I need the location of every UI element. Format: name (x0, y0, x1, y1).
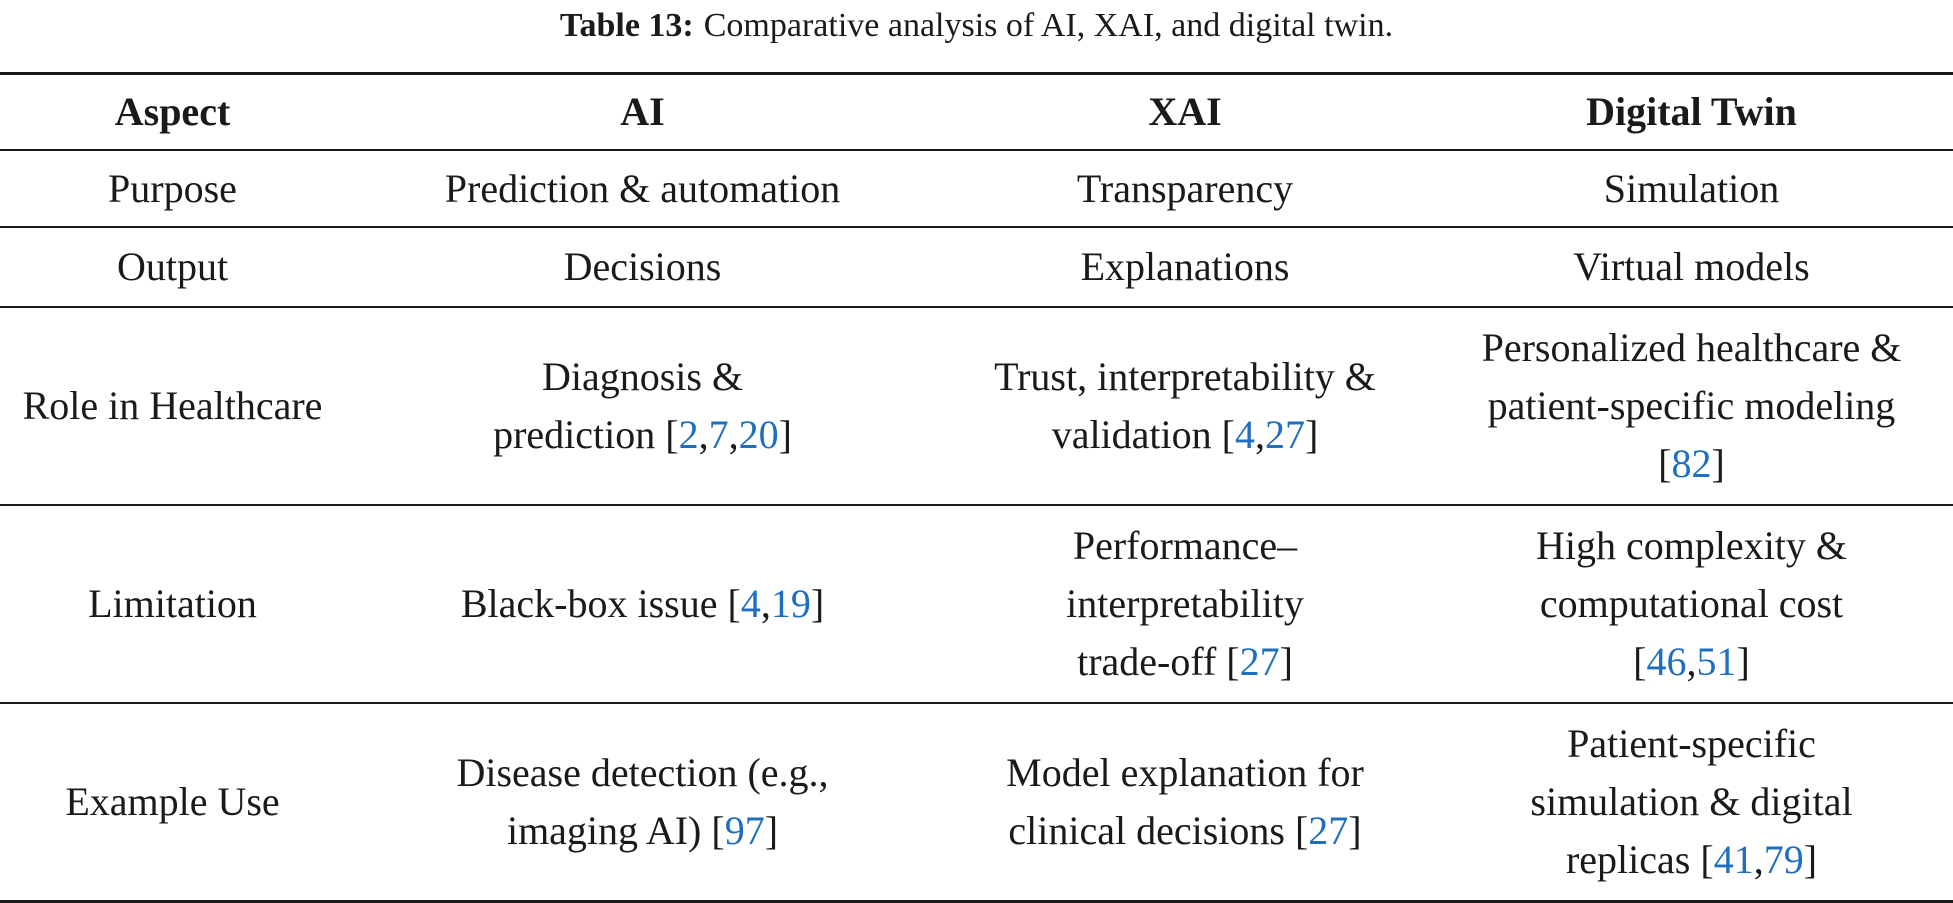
citation-link[interactable]: 27 (1239, 639, 1280, 684)
cell-digital-twin: Personalized healthcare & patient-specif… (1430, 307, 1953, 506)
cell-xai: Performance–interpretability trade-off [… (940, 505, 1430, 704)
table-caption: Table 13: Comparative analysis of AI, XA… (0, 0, 1953, 52)
cell-aspect: Role in Healthcare (0, 307, 345, 506)
header-xai: XAI (940, 73, 1430, 151)
cell-text: Trust, interpretability & validation (994, 354, 1376, 457)
cell-ai: Disease detection (e.g., imaging AI) [97… (345, 703, 940, 903)
citation-link[interactable]: 19 (770, 581, 811, 626)
cell-ai: Prediction & automation (345, 150, 940, 228)
table-row: Role in Healthcare Diagnosis & predictio… (0, 307, 1953, 506)
cell-ai: Black-box issue [4,19] (345, 505, 940, 704)
citation-link[interactable]: 27 (1308, 808, 1349, 853)
cell-text: Purpose (108, 165, 237, 211)
cell-aspect: Limitation (0, 505, 345, 704)
citation-link[interactable]: 4 (1234, 412, 1255, 457)
table-row: Limitation Black-box issue [4,19] Perfor… (0, 505, 1953, 704)
citation-link[interactable]: 27 (1264, 412, 1305, 457)
cell-digital-twin: Simulation (1430, 150, 1953, 228)
cell-text: Transparency (1076, 165, 1294, 211)
cell-xai: Explanations (940, 227, 1430, 308)
citation-link[interactable]: 41 (1713, 837, 1754, 882)
cell-xai: Transparency (940, 150, 1430, 228)
comparison-table: Aspect AI XAI Digital Twin Purpose Predi… (0, 72, 1953, 903)
cell-text: Limitation (88, 581, 257, 626)
cell-text: Performance–interpretability trade-off (1066, 523, 1304, 684)
cell-ai: Diagnosis & prediction [2,7,20] (345, 307, 940, 506)
header-ai: AI (345, 73, 940, 151)
header-digital-twin: Digital Twin (1430, 73, 1953, 151)
cell-text: Disease detection (e.g., imaging AI) (456, 750, 829, 853)
table-caption-text: Comparative analysis of AI, XAI, and dig… (703, 7, 1394, 44)
citation-link[interactable]: 51 (1696, 639, 1737, 684)
citation-link[interactable]: 4 (740, 581, 761, 626)
cell-text: Decisions (563, 244, 722, 289)
citation-link[interactable]: 82 (1671, 441, 1712, 486)
cell-text: Personalized healthcare & patient-specif… (1481, 325, 1902, 428)
cell-text: Output (116, 244, 229, 289)
cell-text: Diagnosis & prediction (493, 354, 744, 457)
cell-digital-twin: Virtual models (1430, 227, 1953, 308)
citation-link[interactable]: 79 (1763, 837, 1804, 882)
header-aspect: Aspect (0, 73, 345, 151)
cell-text: Black-box issue (460, 581, 718, 626)
cell-text: Virtual models (1573, 244, 1810, 289)
table-row: Example Use Disease detection (e.g., ima… (0, 703, 1953, 903)
cell-text: Example Use (65, 779, 280, 824)
cell-text: Simulation (1603, 165, 1780, 211)
cell-text: Patient-specific simulation & digital re… (1530, 721, 1853, 882)
table-row: Purpose Prediction & automation Transpar… (0, 150, 1953, 228)
table-caption-label: Table 13: (559, 7, 694, 44)
cell-digital-twin: High complexity & computational cost [46… (1430, 505, 1953, 704)
cell-text: Role in Healthcare (22, 383, 323, 428)
cell-text: Model explanation for clinical decisions (1006, 750, 1364, 853)
citation-link[interactable]: 2 (678, 412, 699, 457)
cell-xai: Trust, interpretability & validation [4,… (940, 307, 1430, 506)
table-row: Output Decisions Explanations Virtual mo… (0, 227, 1953, 308)
cell-text: Explanations (1080, 244, 1290, 289)
cell-aspect: Purpose (0, 150, 345, 228)
table-header-row: Aspect AI XAI Digital Twin (0, 73, 1953, 151)
cell-text: Prediction & automation (444, 165, 841, 211)
cell-text: High complexity & computational cost (1535, 523, 1848, 626)
cell-digital-twin: Patient-specific simulation & digital re… (1430, 703, 1953, 903)
citation-link[interactable]: 46 (1646, 639, 1687, 684)
cell-ai: Decisions (345, 227, 940, 308)
citation-link[interactable]: 7 (708, 412, 729, 457)
citation-link[interactable]: 20 (738, 412, 779, 457)
cell-aspect: Example Use (0, 703, 345, 903)
cell-aspect: Output (0, 227, 345, 308)
citation-link[interactable]: 97 (724, 808, 765, 853)
cell-xai: Model explanation for clinical decisions… (940, 703, 1430, 903)
